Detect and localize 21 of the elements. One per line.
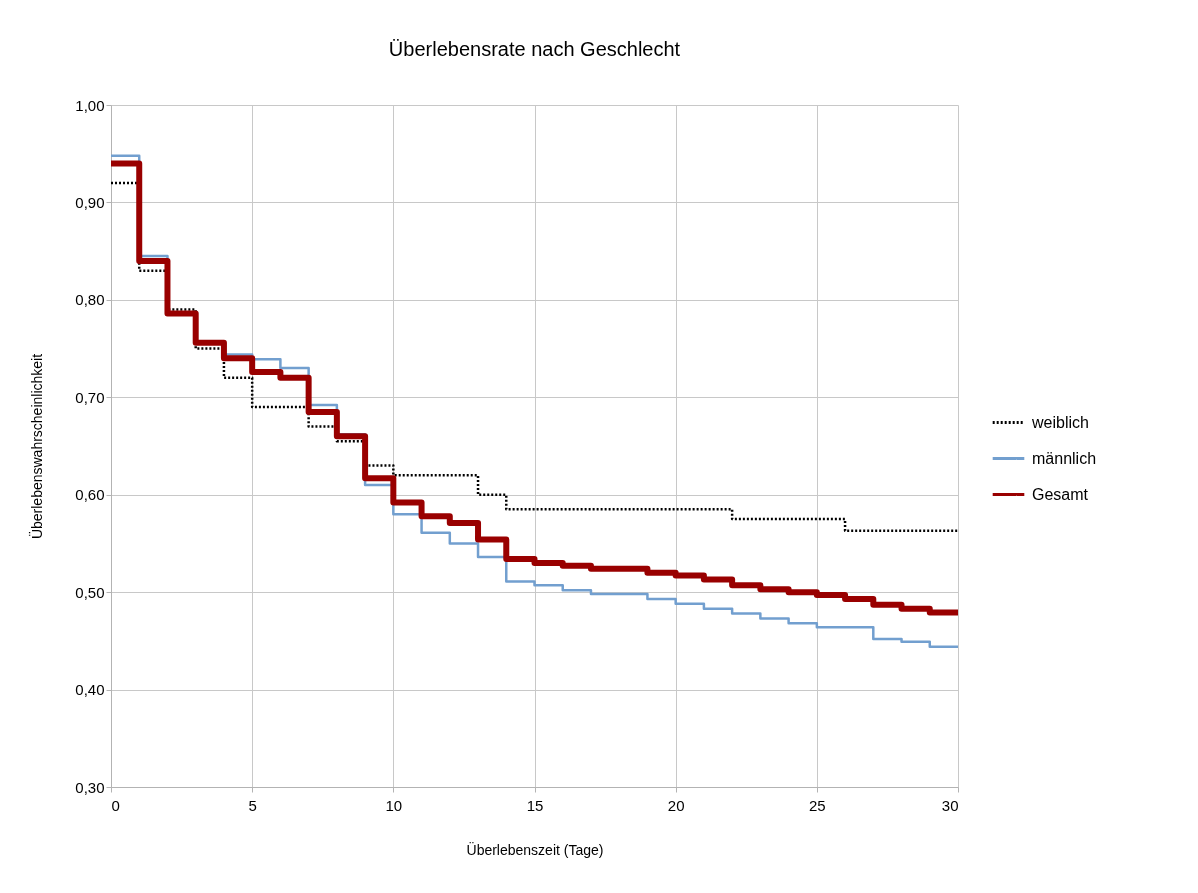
x-tick-label: 25 (808, 796, 826, 814)
x-tick-label: 15 (526, 796, 544, 814)
y-tick-label: 0,90 (75, 193, 105, 211)
chart-title: Überlebensrate nach Geschlecht (388, 38, 681, 60)
x-tick-label: 10 (385, 796, 403, 814)
y-tick-label: 0,80 (75, 291, 105, 309)
y-tick-label: 0,30 (75, 778, 105, 796)
x-tick-label: 30 (941, 796, 959, 814)
x-tick-label: 0 (111, 796, 120, 814)
y-tick-label: 1,00 (75, 96, 105, 114)
legend-label: männlich (1032, 449, 1097, 467)
legend-label: Gesamt (1032, 485, 1089, 503)
y-tick-label: 0,40 (75, 681, 105, 699)
y-tick-label: 0,50 (75, 583, 105, 601)
x-axis-title: Überlebenszeit (Tage) (466, 840, 604, 858)
y-tick-label: 0,70 (75, 388, 105, 406)
y-axis-title: Überlebenswahrscheinlichkeit (28, 353, 46, 540)
x-tick-label: 5 (248, 796, 257, 814)
y-tick-label: 0,60 (75, 486, 105, 504)
x-tick-label: 20 (667, 796, 685, 814)
legend-label: weiblich (1031, 413, 1089, 431)
